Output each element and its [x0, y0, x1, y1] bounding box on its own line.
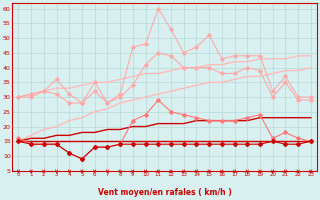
X-axis label: Vent moyen/en rafales ( km/h ): Vent moyen/en rafales ( km/h )	[98, 188, 231, 197]
